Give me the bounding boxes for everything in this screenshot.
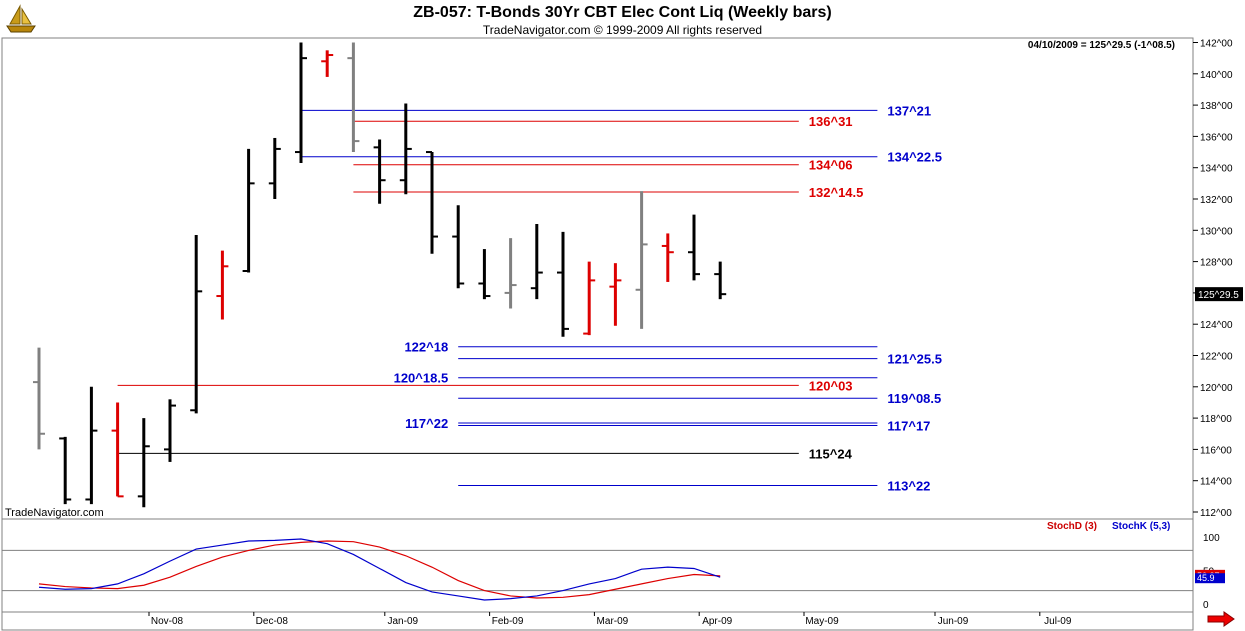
- time-axis-label: May-09: [805, 616, 839, 627]
- stoch-k-line: [38, 538, 721, 601]
- price-axis-label: 130^00: [1200, 226, 1233, 237]
- level-label: 117^22: [405, 416, 448, 431]
- stoch-axis-label: 0: [1203, 600, 1209, 611]
- price-axis-label: 134^00: [1200, 164, 1233, 175]
- watermark: TradeNavigator.com: [5, 507, 104, 519]
- price-axis-label: 128^00: [1200, 258, 1233, 269]
- price-axis-label: 140^00: [1200, 70, 1233, 81]
- level-label: 134^06: [809, 158, 853, 173]
- level-label: 120^18.5: [394, 371, 449, 386]
- stoch-d-line: [38, 540, 721, 599]
- price-axis-label: 138^00: [1200, 101, 1233, 112]
- price-axis-label: 112^00: [1200, 508, 1232, 519]
- chart-title: ZB-057: T-Bonds 30Yr CBT Elec Cont Liq (…: [413, 4, 832, 21]
- stoch-axis-label: 100: [1203, 533, 1220, 544]
- level-label: 136^31: [809, 114, 853, 129]
- last-price-label: 125^29.5: [1198, 290, 1239, 301]
- level-label: 121^25.5: [887, 352, 942, 367]
- time-axis-label: Apr-09: [702, 616, 732, 627]
- price-axis-label: 114^00: [1200, 477, 1232, 488]
- price-axis-label: 122^00: [1200, 352, 1233, 363]
- level-label: 120^03: [809, 378, 853, 393]
- time-axis-label: Dec-08: [256, 616, 289, 627]
- level-label: 115^24: [809, 446, 853, 461]
- level-label: 137^21: [887, 103, 931, 118]
- price-axis-label: 124^00: [1200, 320, 1233, 331]
- copyright-notice: TradeNavigator.com © 1999-2009 All right…: [482, 23, 763, 37]
- level-label: 122^18: [404, 340, 448, 355]
- price-axis-label: 116^00: [1200, 445, 1232, 456]
- stoch-pane-frame: [1, 518, 1194, 613]
- time-axis-frame: [1, 611, 1194, 631]
- time-axis-label: Feb-09: [492, 616, 524, 627]
- time-axis-label: Nov-08: [151, 616, 184, 627]
- scroll-right-arrow-icon[interactable]: [1206, 611, 1236, 627]
- level-label: 113^22: [887, 479, 930, 494]
- price-axis-label: 120^00: [1200, 383, 1233, 394]
- price-axis-label: 118^00: [1200, 414, 1232, 425]
- price-axis-label: 132^00: [1200, 195, 1233, 206]
- price-axis-label: 142^00: [1200, 39, 1233, 50]
- time-axis-label: Jan-09: [388, 616, 419, 627]
- time-axis-label: Mar-09: [597, 616, 629, 627]
- last-price-tag: [1195, 287, 1243, 302]
- stoch-k-legend: StochK (5,3): [1112, 521, 1171, 532]
- time-axis-label: Jun-09: [938, 616, 969, 627]
- time-axis-label: Jul-09: [1044, 616, 1072, 627]
- sailboat-logo-icon[interactable]: [4, 4, 38, 34]
- price-axis-label: 136^00: [1200, 132, 1233, 143]
- stoch-k-value: 45.9: [1197, 573, 1215, 583]
- last-bar-readout: 04/10/2009 = 125^29.5 (-1^08.5): [1027, 40, 1175, 51]
- level-label: 132^14.5: [809, 185, 864, 200]
- level-label: 119^08.5: [887, 391, 941, 406]
- level-label: 134^22.5: [887, 150, 942, 165]
- stoch-d-legend: StochD (3): [1047, 521, 1097, 532]
- stoch-k-tag: [1195, 573, 1225, 584]
- level-label: 117^17: [887, 418, 930, 433]
